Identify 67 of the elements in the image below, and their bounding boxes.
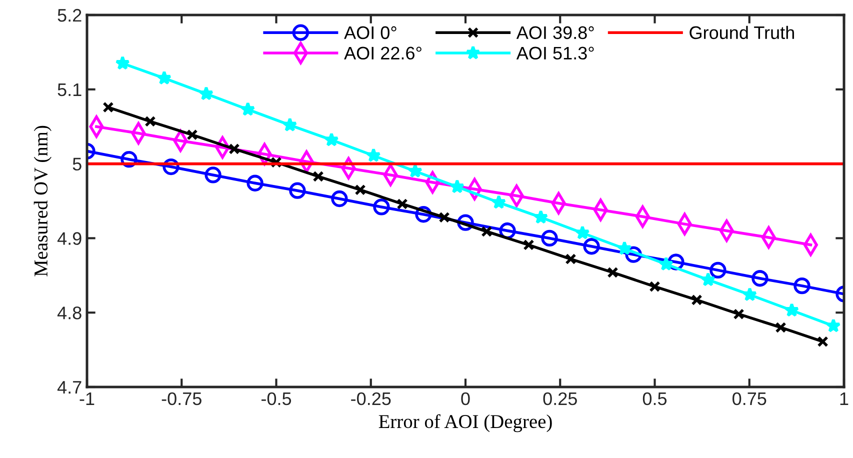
point <box>710 262 726 279</box>
point <box>742 287 758 302</box>
legend-label: AOI 0° <box>344 26 396 40</box>
x-tick-label: -0.5 <box>261 392 292 406</box>
point <box>324 132 339 146</box>
x-tick-label: 0.25 <box>543 392 577 406</box>
x-tick-label: -0.25 <box>351 392 391 406</box>
point <box>733 308 744 320</box>
point <box>240 102 256 116</box>
point <box>691 294 702 306</box>
x-tick-label: 0.75 <box>732 392 766 406</box>
point <box>186 129 198 140</box>
point <box>408 164 422 178</box>
y-tick-label: 4.7 <box>57 381 82 394</box>
point <box>354 184 366 196</box>
point <box>533 210 548 224</box>
point <box>246 174 264 192</box>
point <box>752 270 768 287</box>
y-tick-label: 5.2 <box>58 8 82 22</box>
point <box>198 86 214 100</box>
y-tick-label: 5 <box>72 158 82 171</box>
point <box>649 281 660 292</box>
point <box>491 194 506 209</box>
point <box>817 336 828 348</box>
legend-label: AOI 22.6° <box>344 46 422 60</box>
point <box>289 182 306 199</box>
point <box>658 256 674 271</box>
point <box>575 225 590 240</box>
point <box>438 212 450 223</box>
point <box>144 116 156 127</box>
point <box>115 56 130 70</box>
legend-label: Ground Truth <box>690 26 794 40</box>
y-tick-label: 5.1 <box>58 84 82 96</box>
point <box>583 238 600 255</box>
x-tick-label: 0 <box>461 392 470 406</box>
legend-label: AOI 51.3° <box>516 46 594 60</box>
point <box>481 226 492 238</box>
x-tick-label: 1 <box>840 392 848 405</box>
point <box>565 253 576 265</box>
y-tick-label: 4.8 <box>57 306 82 320</box>
point <box>541 230 558 247</box>
point <box>373 198 390 216</box>
point <box>794 277 810 294</box>
point <box>312 170 324 182</box>
point <box>784 302 800 317</box>
point <box>156 70 172 85</box>
point <box>617 240 632 256</box>
point <box>282 117 298 132</box>
point <box>826 318 841 332</box>
x-tick-label: 0.5 <box>642 392 667 406</box>
point <box>331 190 348 208</box>
legend-label: AOI 39.8° <box>516 26 594 40</box>
x-axis-title: Error of AOI (Degree) <box>378 414 552 432</box>
y-axis-title: Measured OV (nm) <box>34 126 52 276</box>
point <box>366 148 381 162</box>
point <box>700 272 716 286</box>
point <box>228 143 240 154</box>
point <box>607 266 618 278</box>
x-tick-label: -0.75 <box>162 392 202 406</box>
y-tick-label: 4.9 <box>57 232 82 245</box>
x-tick-label: -1 <box>80 392 94 405</box>
point <box>523 239 534 250</box>
point <box>102 102 114 113</box>
point <box>450 179 465 194</box>
point <box>204 166 222 184</box>
point <box>775 322 786 334</box>
point <box>396 198 408 210</box>
